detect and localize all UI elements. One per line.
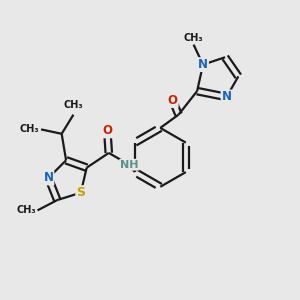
Text: CH₃: CH₃ — [184, 33, 203, 43]
Text: O: O — [102, 124, 112, 137]
Text: CH₃: CH₃ — [64, 100, 83, 110]
Text: N: N — [222, 91, 232, 103]
Text: NH: NH — [120, 160, 139, 170]
Text: CH₃: CH₃ — [16, 206, 36, 215]
Text: N: N — [44, 172, 53, 184]
Text: S: S — [76, 186, 85, 199]
Text: CH₃: CH₃ — [20, 124, 40, 134]
Text: N: N — [198, 58, 208, 71]
Text: O: O — [168, 94, 178, 107]
